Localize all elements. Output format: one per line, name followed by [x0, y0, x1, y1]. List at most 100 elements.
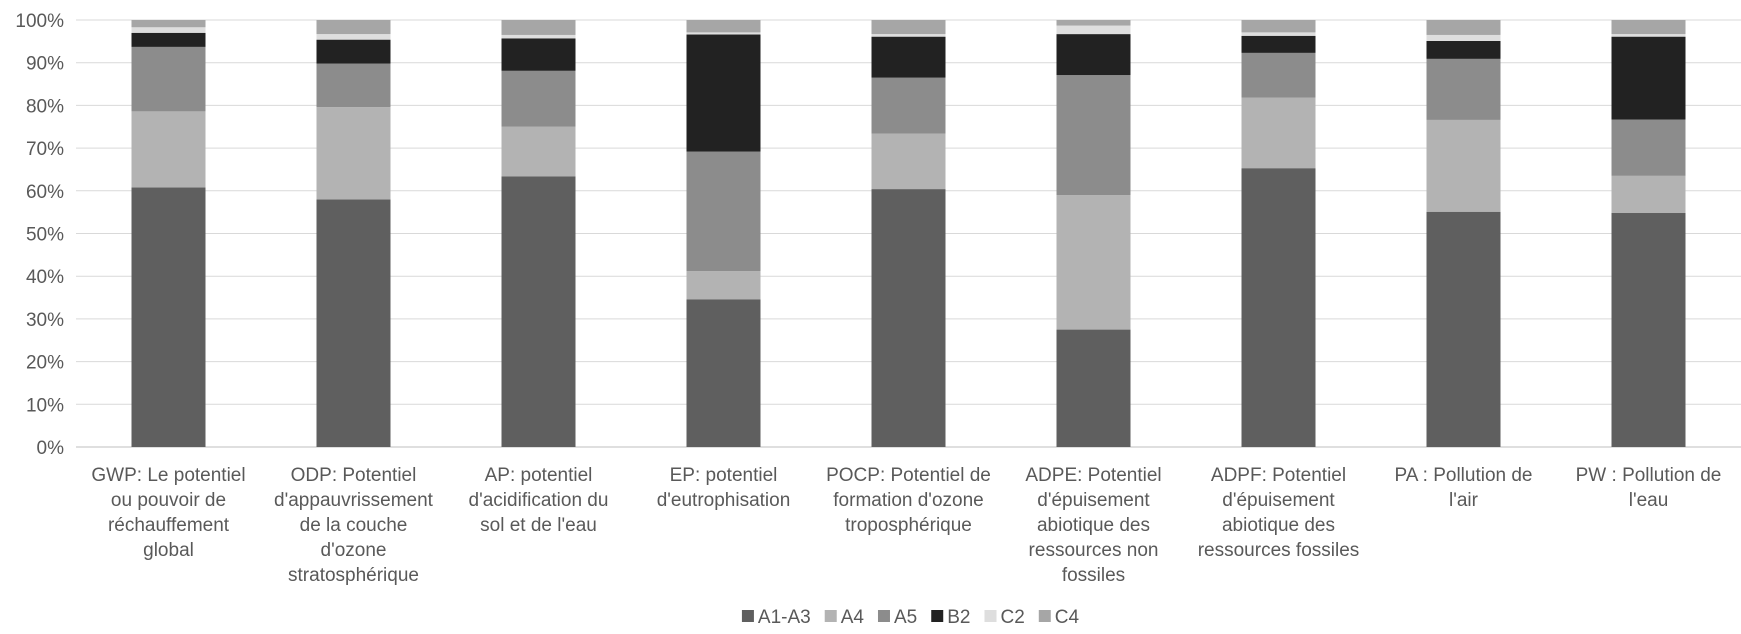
bar-segment-a1-a3	[1611, 213, 1686, 447]
x-category-label: POCP: Potentiel de formation d'ozone tropo…	[826, 465, 991, 536]
bar-stack	[131, 20, 206, 447]
y-axis-tick-labels: 0% 10% 20% 30% 40% 50% 60% 70% 80% 90% 100%	[15, 11, 64, 459]
y-tick-label: 50%	[26, 225, 64, 246]
bar-segment-c4	[1611, 20, 1686, 35]
bar-segment-c4	[1056, 20, 1131, 26]
y-tick-label: 30%	[26, 310, 64, 331]
bar-stack	[1426, 20, 1501, 447]
y-tick-label: 80%	[26, 96, 64, 117]
legend-swatch	[931, 610, 944, 622]
bar-segment-a5	[316, 63, 391, 108]
bar-segment-c4	[871, 20, 946, 35]
bar-segment-a5	[1056, 75, 1131, 196]
bar-stack	[1611, 20, 1686, 447]
y-tick-label: 20%	[26, 353, 64, 374]
bar-segment-c2	[1611, 34, 1686, 37]
y-tick-label: 100%	[15, 11, 64, 32]
bar-stack	[501, 20, 576, 448]
x-category-label: PA : Pollution de l'air	[1394, 465, 1532, 511]
bar-segment-c4	[1241, 20, 1316, 33]
legend-item-a1-a3: A1-A3	[741, 607, 811, 628]
bar-segment-a1-a3	[131, 187, 206, 447]
bar-stack	[316, 20, 391, 447]
bar-segment-a5	[131, 46, 206, 112]
legend: A1-A3 A4 A5 B2 C2 C4	[741, 607, 1080, 628]
bar-segment-c2	[131, 27, 206, 33]
bar-segment-b2	[131, 32, 206, 47]
bar-segment-c4	[316, 20, 391, 35]
x-axis-category-labels: GWP: Le potentiel ou pouvoir de réchauffem…	[91, 465, 1721, 586]
bar-segment-b2	[316, 39, 391, 64]
y-tick-label: 60%	[26, 182, 64, 203]
bar-segment-a1-a3	[316, 199, 391, 447]
x-category-label: EP: potentiel d'eutrophisation	[657, 465, 791, 511]
bar-stack	[686, 20, 761, 447]
x-category-label: AP: potentiel d'acidification du sol et de…	[469, 465, 609, 536]
bar-segment-b2	[871, 36, 946, 78]
bar-segment-a1-a3	[1056, 329, 1131, 447]
bar-segment-c4	[501, 20, 576, 35]
bar-segment-a4	[871, 133, 946, 190]
bar-stack	[1241, 20, 1316, 447]
bar-segment-b2	[501, 38, 576, 71]
legend-label: C4	[1055, 607, 1080, 628]
legend-swatch	[1038, 610, 1051, 622]
bar-stack	[1056, 20, 1131, 447]
bar-segment-a4	[316, 107, 391, 200]
bar-segment-a5	[1241, 52, 1316, 98]
bar-segment-a1-a3	[871, 189, 946, 448]
legend-item-c2: C2	[984, 607, 1025, 628]
x-category-label: PW : Pollution de l'eau	[1576, 465, 1722, 511]
bar-segment-c2	[501, 34, 576, 39]
bar-segment-a5	[501, 70, 576, 127]
bar-segment-a4	[1426, 119, 1501, 212]
x-category-label: ADPE: Potentiel d'épuisement abiotique des…	[1025, 465, 1161, 586]
legend-item-a5: A5	[877, 607, 917, 628]
x-category-label: GWP: Le potentiel ou pouvoir de réchauffem…	[91, 465, 245, 561]
legend-label: B2	[947, 607, 970, 628]
bar-segment-c2	[1241, 32, 1316, 36]
bars	[131, 20, 1686, 448]
bar-segment-b2	[1056, 34, 1131, 76]
bar-segment-a5	[1426, 58, 1501, 120]
bar-segment-b2	[1611, 36, 1686, 120]
bar-segment-a5	[686, 151, 761, 272]
bar-segment-b2	[686, 34, 761, 152]
bar-segment-c2	[871, 34, 946, 37]
bar-segment-c4	[1426, 20, 1501, 35]
bar-segment-a4	[501, 126, 576, 177]
bar-segment-c4	[686, 20, 761, 33]
bar-segment-c2	[686, 32, 761, 35]
y-tick-label: 70%	[26, 139, 64, 160]
y-tick-label: 90%	[26, 54, 64, 75]
bar-segment-a5	[871, 77, 946, 134]
bar-segment-b2	[1426, 40, 1501, 59]
legend-item-b2: B2	[931, 607, 970, 628]
legend-label: C2	[1000, 607, 1024, 628]
bar-segment-a1-a3	[1426, 211, 1501, 447]
bar-stack	[871, 20, 946, 448]
y-tick-label: 10%	[26, 395, 64, 416]
bar-segment-c2	[316, 34, 391, 40]
legend-swatch	[741, 610, 754, 622]
legend-item-a4: A4	[824, 607, 865, 628]
bar-segment-a4	[1611, 175, 1686, 214]
bar-segment-a1-a3	[501, 176, 576, 448]
legend-label: A5	[894, 607, 917, 628]
bar-segment-c4	[131, 20, 206, 28]
bar-segment-b2	[1241, 35, 1316, 53]
legend-label: A4	[841, 607, 865, 628]
bar-segment-a5	[1611, 119, 1686, 176]
bar-segment-a1-a3	[1241, 168, 1316, 447]
x-category-label: ADPF: Potentiel d'épuisement abiotique des…	[1198, 465, 1360, 561]
bar-segment-a4	[686, 271, 761, 300]
x-category-label: ODP: Potentiel d'appauvrissement de la cou…	[274, 465, 434, 586]
legend-swatch	[877, 610, 890, 622]
bar-segment-a4	[1056, 195, 1131, 330]
bar-segment-a4	[1241, 97, 1316, 169]
bar-segment-a1-a3	[686, 299, 761, 447]
legend-label: A1-A3	[758, 607, 811, 628]
legend-swatch	[984, 610, 997, 622]
legend-item-c4: C4	[1038, 607, 1080, 628]
